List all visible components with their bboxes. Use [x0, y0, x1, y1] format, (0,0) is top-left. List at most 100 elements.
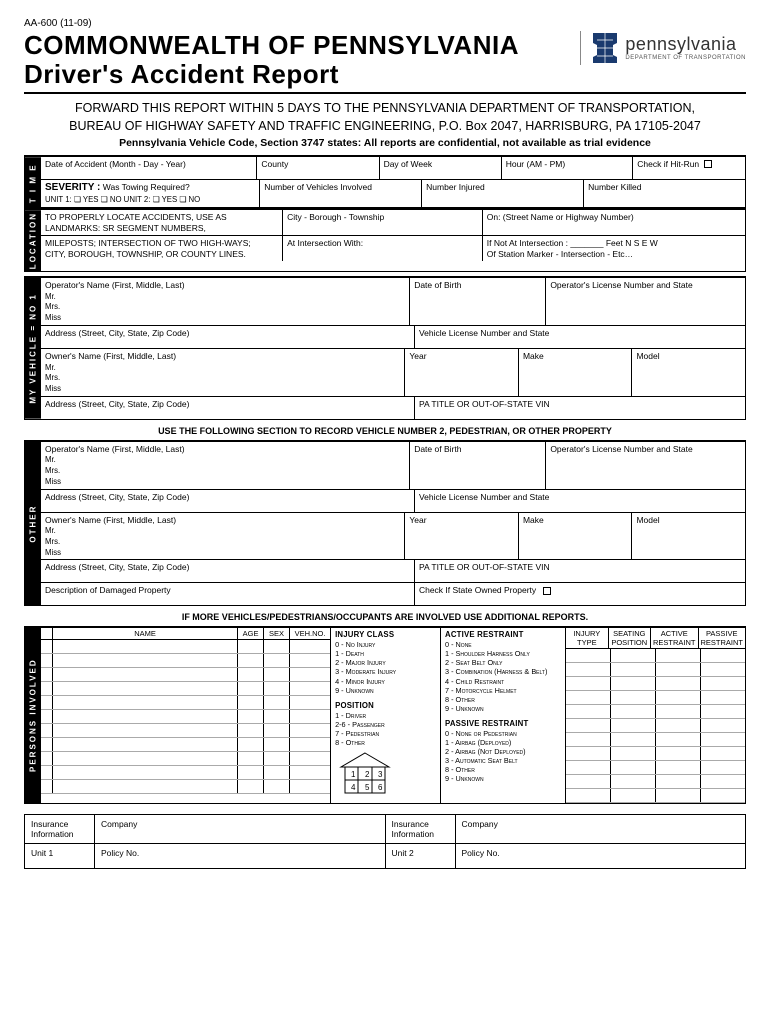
field-severity[interactable]: SEVERITY : Was Towing Required? UNIT 1: …	[41, 180, 260, 207]
v1-addr[interactable]: Address (Street, City, State, Zip Code)	[41, 326, 415, 348]
persons-row[interactable]	[41, 766, 330, 780]
svg-text:1: 1	[351, 770, 356, 779]
persons-entry-table: NAME AGE SEX VEH.NO.	[41, 628, 331, 803]
sidelabel-location: LOCATION	[25, 210, 41, 271]
logo-state: pennsylvania	[625, 35, 746, 53]
o-dob[interactable]: Date of Birth	[410, 442, 546, 489]
field-county[interactable]: County	[257, 157, 379, 179]
sidelabel-vehicle1: MY VEHICLE = NO 1	[25, 278, 41, 419]
o-opname[interactable]: Operator's Name (First, Middle, Last)Mr.…	[41, 442, 410, 489]
v1-vlic[interactable]: Vehicle License Number and State	[415, 326, 745, 348]
o-oplic[interactable]: Operator's License Number and State	[546, 442, 745, 489]
v1-patitle[interactable]: PA TITLE OR OUT-OF-STATE VIN	[415, 397, 745, 419]
head-vehno: VEH.NO.	[290, 628, 330, 639]
o-vlic[interactable]: Vehicle License Number and State	[415, 490, 745, 512]
section-location: LOCATION TO PROPERLY LOCATE ACCIDENTS, U…	[24, 209, 746, 272]
persons-class-row[interactable]	[566, 775, 745, 789]
persons-row[interactable]	[41, 640, 330, 654]
persons-row[interactable]	[41, 654, 330, 668]
v1-owname[interactable]: Owner's Name (First, Middle, Last)Mr. Mr…	[41, 349, 405, 396]
head-sex: SEX	[264, 628, 290, 639]
field-date[interactable]: Date of Accident (Month - Day - Year)	[41, 157, 257, 179]
ins2-policy[interactable]: Policy No.	[456, 844, 746, 868]
section-note-1: USE THE FOLLOWING SECTION TO RECORD VEHI…	[24, 426, 746, 436]
ins1-policy[interactable]: Policy No.	[95, 844, 385, 868]
persons-row[interactable]	[41, 696, 330, 710]
insurance-table: Insurance Information Company Unit 1 Pol…	[24, 814, 746, 869]
persons-row[interactable]	[41, 710, 330, 724]
persons-row[interactable]	[41, 752, 330, 766]
persons-class-row[interactable]	[566, 733, 745, 747]
svg-text:3: 3	[378, 770, 383, 779]
v1-owaddr[interactable]: Address (Street, City, State, Zip Code)	[41, 397, 415, 419]
v1-model[interactable]: Model	[632, 349, 745, 396]
o-stateowned[interactable]: Check If State Owned Property	[415, 583, 745, 605]
persons-class-row[interactable]	[566, 691, 745, 705]
persons-row[interactable]	[41, 682, 330, 696]
field-dow[interactable]: Day of Week	[380, 157, 502, 179]
v1-opname[interactable]: Operator's Name (First, Middle, Last)Mr.…	[41, 278, 410, 325]
persons-row[interactable]	[41, 738, 330, 752]
section-time: T I M E Date of Accident (Month - Day - …	[24, 155, 746, 210]
persons-class-row[interactable]	[566, 649, 745, 663]
persons-class-row[interactable]	[566, 789, 745, 803]
o-patitle[interactable]: PA TITLE OR OUT-OF-STATE VIN	[415, 560, 745, 582]
ins2-info: Insurance Information	[386, 815, 456, 843]
svg-text:6: 6	[378, 783, 383, 792]
field-numveh[interactable]: Number of Vehicles Involved	[260, 180, 422, 207]
v1-year[interactable]: Year	[405, 349, 519, 396]
field-numinj[interactable]: Number Injured	[422, 180, 584, 207]
field-on[interactable]: On: (Street Name or Highway Number)	[483, 210, 745, 235]
persons-row[interactable]	[41, 724, 330, 738]
ins2-company[interactable]: Company	[456, 815, 746, 843]
loc-instr-2: MILEPOSTS; INTERSECTION OF TWO HIGH-WAYS…	[41, 236, 283, 261]
section-persons: PERSONS INVOLVED NAME AGE SEX VEH.NO. IN…	[24, 626, 746, 804]
head-seatpos: SEATING POSITION	[609, 628, 651, 648]
section-other: OTHER Operator's Name (First, Middle, La…	[24, 440, 746, 607]
field-hitrun[interactable]: Check if Hit-Run	[633, 157, 745, 179]
sidelabel-persons: PERSONS INVOLVED	[25, 628, 41, 803]
ins2-unit: Unit 2	[386, 844, 456, 868]
o-addr[interactable]: Address (Street, City, State, Zip Code)	[41, 490, 415, 512]
o-make[interactable]: Make	[519, 513, 633, 560]
svg-text:5: 5	[365, 783, 370, 792]
reference-block: INJURY CLASS 0 - No Injury1 - Death2 - M…	[331, 628, 566, 803]
o-owaddr[interactable]: Address (Street, City, State, Zip Code)	[41, 560, 415, 582]
field-numkill[interactable]: Number Killed	[584, 180, 745, 207]
field-hour[interactable]: Hour (AM - PM)	[502, 157, 634, 179]
seat-diagram-icon: 123 456	[335, 751, 395, 795]
v1-make[interactable]: Make	[519, 349, 633, 396]
o-owname[interactable]: Owner's Name (First, Middle, Last)Mr. Mr…	[41, 513, 405, 560]
o-desc[interactable]: Description of Damaged Property	[41, 583, 415, 605]
field-atint[interactable]: At Intersection With:	[283, 236, 483, 261]
persons-class-row[interactable]	[566, 663, 745, 677]
o-year[interactable]: Year	[405, 513, 519, 560]
persons-class-row[interactable]	[566, 761, 745, 775]
title-line2: Driver's Accident Report	[24, 60, 580, 89]
title-line1: COMMONWEALTH OF PENNSYLVANIA	[24, 31, 580, 60]
v1-oplic[interactable]: Operator's License Number and State	[546, 278, 745, 325]
v1-dob[interactable]: Date of Birth	[410, 278, 546, 325]
section-note-2: IF MORE VEHICLES/PEDESTRIANS/OCCUPANTS A…	[24, 612, 746, 622]
persons-class-row[interactable]	[566, 719, 745, 733]
o-model[interactable]: Model	[632, 513, 745, 560]
keystone-icon	[591, 31, 619, 65]
sidelabel-time: T I M E	[25, 157, 41, 209]
persons-row[interactable]	[41, 668, 330, 682]
section-vehicle1: MY VEHICLE = NO 1 Operator's Name (First…	[24, 276, 746, 420]
code-note: Pennsylvania Vehicle Code, Section 3747 …	[24, 137, 746, 149]
loc-instr-1: TO PROPERLY LOCATE ACCIDENTS, USE ASLAND…	[41, 210, 283, 235]
head-injtype: INJURY TYPE	[566, 628, 608, 648]
persons-class-table: INJURY TYPE SEATING POSITION ACTIVE REST…	[566, 628, 745, 803]
svg-text:2: 2	[365, 770, 370, 779]
ins1-company[interactable]: Company	[95, 815, 385, 843]
field-city[interactable]: City - Borough - Township	[283, 210, 483, 235]
persons-row[interactable]	[41, 780, 330, 794]
persons-class-row[interactable]	[566, 677, 745, 691]
persons-class-row[interactable]	[566, 747, 745, 761]
persons-class-row[interactable]	[566, 705, 745, 719]
head-pasres: PASSIVE RESTRAINT	[699, 628, 746, 648]
ins1-unit: Unit 1	[25, 844, 95, 868]
field-ifnot[interactable]: If Not At Intersection : _______ Feet N …	[483, 236, 745, 261]
svg-text:4: 4	[351, 783, 356, 792]
